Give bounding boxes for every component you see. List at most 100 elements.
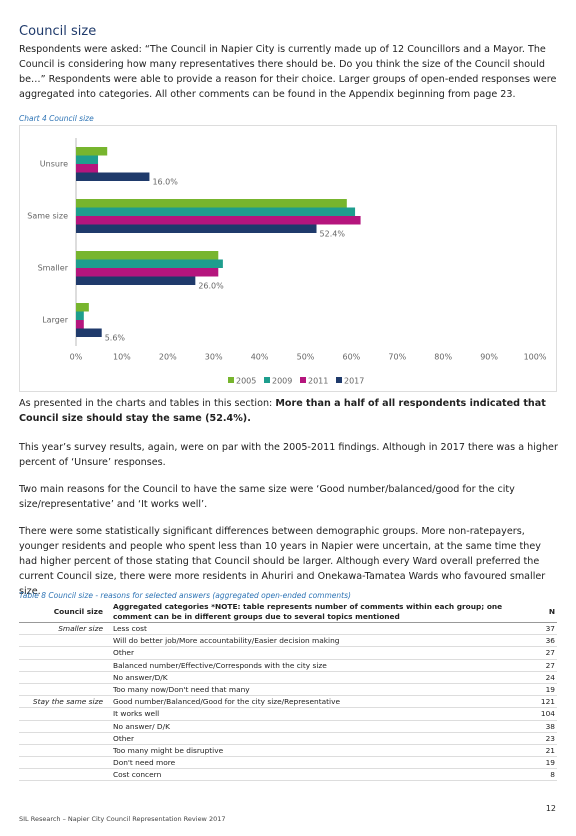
bar: [76, 251, 219, 260]
x-tick-label: 40%: [251, 353, 269, 362]
header-cell: Council size: [19, 602, 111, 623]
table-cell: [19, 707, 111, 721]
value-label: 5.6%: [105, 334, 126, 343]
table-cell: 121: [523, 695, 557, 709]
table-cell: No answer/ D/K: [111, 720, 523, 733]
x-tick-label: 60%: [343, 353, 361, 362]
table-row: Cost concern 8: [19, 768, 557, 782]
table-row: No answer/ D/K 38: [19, 720, 557, 733]
bar: [76, 147, 108, 156]
x-tick-label: 80%: [434, 353, 452, 362]
header-row: Council size Aggregated categories *NOTE:…: [19, 602, 557, 623]
table-cell: 37: [523, 622, 557, 636]
table-cell: Good number/Balanced/Good for the city s…: [111, 695, 523, 709]
x-tick-label: 70%: [388, 353, 406, 362]
table-cell: 19: [523, 683, 557, 697]
table-cell: [19, 756, 111, 770]
table-cell: Balanced number/Effective/Corresponds wi…: [111, 659, 523, 672]
table-cell: 23: [523, 732, 557, 745]
table-cell: Other: [111, 646, 523, 660]
table-cell: 36: [523, 634, 557, 648]
table-cell: 24: [523, 671, 557, 684]
y-tick-label: Larger: [42, 316, 69, 325]
table-row: Balanced number/Effective/Corresponds wi…: [19, 659, 557, 672]
table-cell: [19, 683, 111, 697]
bar: [76, 164, 99, 173]
table-row: It works well 104: [19, 707, 557, 721]
table-cell: No answer/D/K: [111, 671, 523, 684]
table-cell: 27: [523, 659, 557, 672]
table-row: Too many might be disruptive 21: [19, 744, 557, 758]
table-row: Too many now/Don't need that many 19: [19, 683, 557, 697]
table-cell: 27: [523, 646, 557, 660]
paragraph: There were some statistically significan…: [19, 526, 546, 597]
header-cell: N: [523, 602, 557, 623]
x-tick-label: 30%: [205, 353, 223, 362]
table-cell: [19, 744, 111, 758]
bar: [76, 311, 84, 320]
bar: [76, 276, 196, 285]
legend-label: 2017: [344, 377, 364, 386]
table-row: Don't need more 19: [19, 756, 557, 770]
table-row: No answer/D/K 24: [19, 671, 557, 684]
footer: SIL Research – Napier City Council Repre…: [19, 815, 226, 823]
table-cell: Will do better job/More accountability/E…: [111, 634, 523, 648]
x-tick-label: 90%: [480, 353, 498, 362]
chart: 0% 10% 20% 30% 40% 50% 60% 70% 80% 90% 100% Unsure 1…: [19, 125, 557, 392]
table-cell: 104: [523, 707, 557, 721]
legend-label: 2011: [308, 377, 328, 386]
table-caption: Table 8 Council size - reasons for selec…: [19, 591, 351, 600]
table-row: Will do better job/More accountability/E…: [19, 634, 557, 648]
header-cell: Aggregated categories *NOTE: table repre…: [111, 602, 523, 623]
value-label: 16.0%: [152, 178, 178, 187]
paragraphs: This year’s survey results, again, were …: [19, 440, 559, 611]
summary: As presented in the charts and tables in…: [19, 396, 559, 426]
table-cell: 38: [523, 720, 557, 733]
bar: [76, 268, 219, 277]
chart-caption: Chart 4 Council size: [19, 114, 94, 123]
table-cell: [19, 720, 111, 733]
x-tick-label: 20%: [159, 353, 177, 362]
table-cell: 19: [523, 756, 557, 770]
bar: [76, 303, 89, 312]
paragraph: Two main reasons for the Council to have…: [19, 484, 515, 510]
table-cell: [19, 646, 111, 660]
bar: [76, 224, 317, 233]
table-cell: It works well: [111, 707, 523, 721]
table-row: Other 27: [19, 646, 557, 660]
value-label: 26.0%: [198, 282, 224, 291]
bar: [76, 155, 99, 164]
bar: [76, 199, 347, 208]
summary-bold: More than a half of all respondents indi…: [19, 398, 546, 424]
paragraph: This year’s survey results, again, were …: [19, 442, 558, 468]
legend-label: 2005: [236, 377, 256, 386]
table-cell: [19, 659, 111, 672]
table-cell: Smaller size: [19, 622, 111, 636]
legend-swatch: [228, 377, 234, 383]
table-row: Stay the same size Good number/Balanced/G…: [19, 695, 557, 709]
heading: Council size: [19, 24, 97, 39]
legend-swatch: [300, 377, 306, 383]
legend-swatch: [264, 377, 270, 383]
table-cell: [19, 634, 111, 648]
table-cell: 8: [523, 768, 557, 782]
x-tick-label: 10%: [113, 353, 131, 362]
table-row: Other 23: [19, 732, 557, 745]
x-tick-label: 50%: [297, 353, 315, 362]
y-tick-label: Same size: [27, 212, 68, 221]
y-tick-label: Smaller: [38, 264, 69, 273]
table-cell: [19, 732, 111, 745]
bar: [76, 207, 356, 216]
value-label: 52.4%: [320, 230, 346, 239]
legend-label: 2009: [272, 377, 292, 386]
table-cell: 21: [523, 744, 557, 758]
table-cell: Too many might be disruptive: [111, 744, 523, 758]
page-number: 12: [545, 804, 556, 813]
bar: [76, 172, 150, 181]
bar: [76, 216, 361, 225]
y-tick-label: Unsure: [40, 160, 68, 169]
table-cell: [19, 671, 111, 684]
table: Council size Aggregated categories *NOTE:…: [19, 602, 557, 782]
table-cell: Stay the same size: [19, 695, 111, 709]
table-cell: Less cost: [111, 622, 523, 636]
